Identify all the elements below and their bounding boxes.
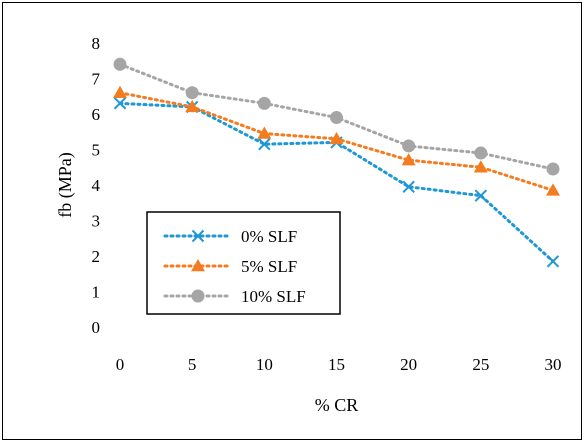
- y-tick-label: 8: [92, 34, 101, 53]
- y-tick-label: 5: [92, 141, 101, 160]
- legend-marker: [191, 259, 205, 272]
- y-tick-label: 2: [92, 247, 101, 266]
- data-point: [185, 99, 200, 113]
- data-point: [113, 97, 127, 110]
- x-tick-label: 10: [256, 355, 273, 374]
- y-tick-label: 1: [92, 283, 101, 302]
- data-point: [185, 86, 199, 100]
- data-point: [402, 139, 416, 153]
- data-point: [402, 180, 415, 193]
- data-point: [330, 111, 343, 125]
- data-point: [329, 131, 344, 145]
- x-tick-label: 5: [188, 355, 197, 374]
- data-point: [257, 96, 271, 110]
- legend-marker: [191, 289, 205, 303]
- data-point: [113, 57, 127, 71]
- y-tick-label: 6: [92, 105, 101, 124]
- data-point: [258, 137, 271, 151]
- x-tick-label: 0: [116, 355, 125, 374]
- data-point: [546, 255, 560, 268]
- data-point: [546, 183, 560, 196]
- data-point: [473, 160, 488, 173]
- series-2: [113, 57, 560, 176]
- x-tick-label: 30: [545, 355, 562, 374]
- data-point: [546, 162, 560, 176]
- series-layer: [113, 57, 560, 268]
- data-point: [474, 189, 488, 202]
- data-point: [257, 126, 272, 139]
- data-point: [401, 153, 416, 166]
- data-point: [113, 85, 127, 98]
- y-tick-label: 4: [92, 176, 101, 195]
- x-tick-label: 20: [400, 355, 417, 374]
- y-tick-label: 0: [92, 318, 101, 337]
- legend-marker: [191, 229, 205, 243]
- y-tick-label: 7: [92, 70, 101, 89]
- x-axis-title: % CR: [315, 395, 359, 415]
- y-axis: 0 1 2 3 4 5 6 7 8: [92, 34, 101, 337]
- x-axis: 0 5 10 15 20 25 30: [116, 355, 562, 374]
- legend-label: 0% SLF: [241, 227, 297, 246]
- legend: 0% SLF 5% SLF 10% SLF: [146, 211, 341, 315]
- legend-label: 10% SLF: [241, 287, 306, 306]
- x-tick-label: 25: [472, 355, 489, 374]
- x-tick-label: 15: [328, 355, 345, 374]
- y-axis-title: fb (MPa): [55, 152, 76, 218]
- data-point: [474, 146, 488, 160]
- y-tick-label: 3: [92, 212, 101, 231]
- legend-label: 5% SLF: [241, 257, 297, 276]
- series-1: [113, 85, 560, 196]
